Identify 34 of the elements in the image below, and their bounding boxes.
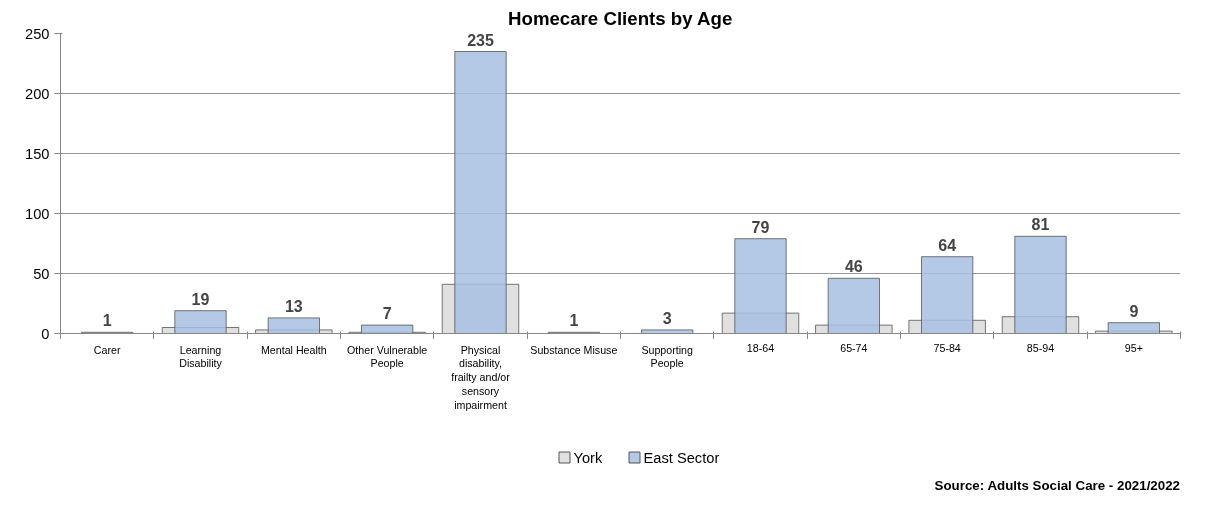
- data-label: 9: [1129, 302, 1139, 320]
- y-tick-label: 100: [25, 205, 50, 222]
- x-tick-label: 85-94: [1026, 341, 1055, 354]
- y-tick-label: 0: [41, 325, 50, 342]
- data-label: 46: [844, 258, 863, 276]
- data-label: 19: [191, 290, 210, 308]
- data-label: 64: [938, 236, 957, 254]
- y-tick-label: 250: [25, 25, 50, 42]
- x-tick-label: 75-84: [933, 341, 961, 354]
- data-label: 81: [1031, 216, 1050, 234]
- x-tick-label: Learning Disability: [179, 343, 223, 370]
- y-tick-label: 150: [25, 145, 50, 162]
- x-tick-label: Mental Health: [260, 343, 327, 356]
- data-label: 1: [102, 312, 112, 330]
- data-label: 1: [569, 312, 579, 330]
- y-tick-label: 200: [25, 85, 50, 102]
- x-tick-label: Carer: [93, 343, 121, 356]
- x-tick-label: Substance Misuse: [530, 343, 618, 356]
- y-tick-label: 50: [33, 265, 50, 282]
- legend-label: York: [573, 449, 603, 466]
- data-label: 235: [467, 31, 494, 49]
- source-note: Source: Adults Social Care - 2021/2022: [934, 478, 1181, 493]
- x-tick-label: 95+: [1124, 341, 1143, 354]
- x-tick-label: 18-64: [746, 341, 775, 354]
- data-label: 13: [284, 297, 303, 315]
- x-tick-label: Supporting People: [641, 343, 694, 370]
- data-label: 79: [751, 218, 770, 236]
- data-label: 3: [662, 309, 672, 327]
- data-label: 7: [382, 305, 392, 323]
- chart-title: Homecare Clients by Age: [508, 7, 733, 29]
- x-tick-label: Physical disability, frailty and/or sensory impairment: [451, 343, 511, 411]
- x-tick-label: Other Vulnerable People: [347, 343, 428, 370]
- x-tick-label: 65-74: [840, 341, 868, 354]
- legend-label: East Sector: [643, 449, 720, 466]
